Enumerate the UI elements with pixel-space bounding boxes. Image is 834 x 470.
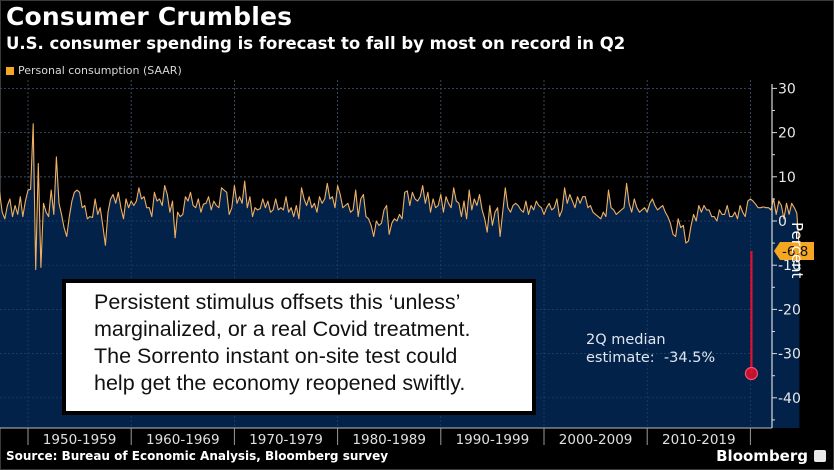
bloomberg-chart-icon (814, 450, 826, 462)
y-axis-label: Percent (788, 222, 806, 279)
x-tick-label: 1960-1969 (146, 432, 220, 445)
y-axis: 30 20 10 0 -10 -20 -30 -40 -6.8 (0, 81, 814, 429)
x-axis: 1950-1959 1960-1969 1970-1979 1980-1989 1990… (27, 428, 751, 445)
x-tick-label: 2000-2009 (559, 432, 633, 445)
chart-subtitle: U.S. consumer spending is forecast to fa… (6, 34, 626, 53)
y-tick-label: -30 (778, 347, 801, 363)
forecast-marker (744, 366, 759, 381)
y-tick-label: 10 (778, 170, 796, 186)
forecast-layer (744, 251, 759, 381)
bloomberg-logo: Bloomberg (716, 447, 808, 465)
series-line (0, 123, 800, 271)
annotation-box: Persistent stimulus offsets this ‘unless… (62, 279, 536, 415)
last-value-badge (774, 242, 814, 261)
median-note-line1: 2Q median (586, 332, 666, 348)
x-tick-label: 1950-1959 (43, 432, 117, 445)
y-tick-label: -10 (778, 258, 801, 274)
x-tick-label: 2010-2019 (662, 432, 736, 445)
chart-title: Consumer Crumbles (6, 2, 293, 31)
y-tick-label: 0 (778, 214, 787, 230)
y-tick-label: -20 (778, 302, 801, 318)
y-tick-label: -40 (778, 391, 801, 407)
median-note-line2: estimate: -34.5% (586, 350, 716, 366)
x-tick-label: 1970-1979 (249, 432, 323, 445)
source-note: Source: Bureau of Economic Analysis, Blo… (6, 449, 389, 463)
annotation-line: help get the economy reopened swiftly. (94, 371, 466, 395)
x-tick-label: 1990-1999 (456, 432, 530, 445)
y-tick-label: 30 (778, 81, 796, 97)
last-value-label: -6.8 (774, 242, 814, 261)
legend: Personal consumption (SAAR) (6, 64, 182, 77)
annotation-line: The Sorrento instant on-site test could (94, 344, 458, 368)
y-tick-label: 20 (778, 126, 796, 142)
last-value-text: -6.8 (782, 244, 808, 260)
annotation-line: marginalized, or a real Covid treatment. (94, 317, 471, 341)
legend-swatch-icon (6, 66, 14, 75)
legend-label: Personal consumption (SAAR) (18, 64, 182, 77)
x-tick-label: 1980-1989 (352, 432, 426, 445)
median-estimate-note: 2Q median estimate: -34.5% (586, 331, 715, 367)
annotation-line: Persistent stimulus offsets this ‘unless… (94, 290, 461, 314)
